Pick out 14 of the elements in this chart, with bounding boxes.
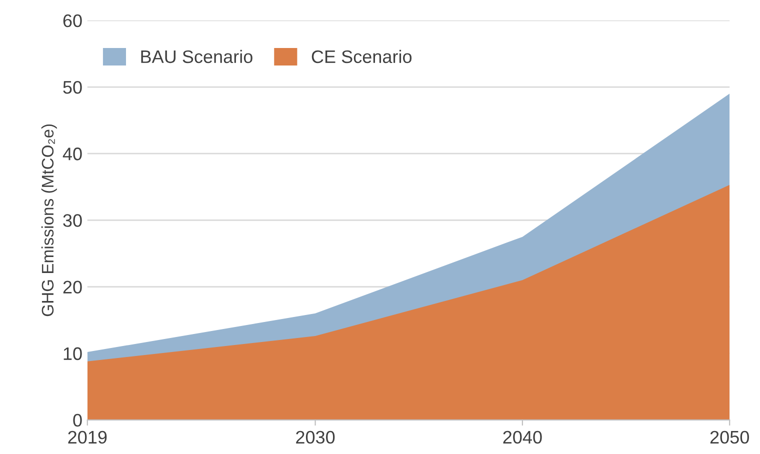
- x-tick-label: 2019: [68, 430, 107, 444]
- y-tick-label: 30: [63, 214, 82, 227]
- y-tick-label: 0: [73, 414, 82, 427]
- x-tick-label: 2030: [296, 430, 335, 444]
- legend-label: BAU Scenario: [141, 50, 252, 64]
- y-tick-label: 60: [63, 14, 82, 28]
- y-axis-title: GHG Emissions (MtCO₂e): [41, 124, 57, 316]
- y-tick-label: 10: [64, 347, 82, 360]
- y-tick-label: 50: [63, 80, 82, 94]
- x-tick-label: 2050: [710, 430, 749, 444]
- y-tick-label: 40: [62, 148, 82, 160]
- legend-label: CE Scenario: [312, 50, 412, 64]
- x-tick-label: 2040: [503, 430, 542, 444]
- y-tick-label: 20: [63, 280, 82, 294]
